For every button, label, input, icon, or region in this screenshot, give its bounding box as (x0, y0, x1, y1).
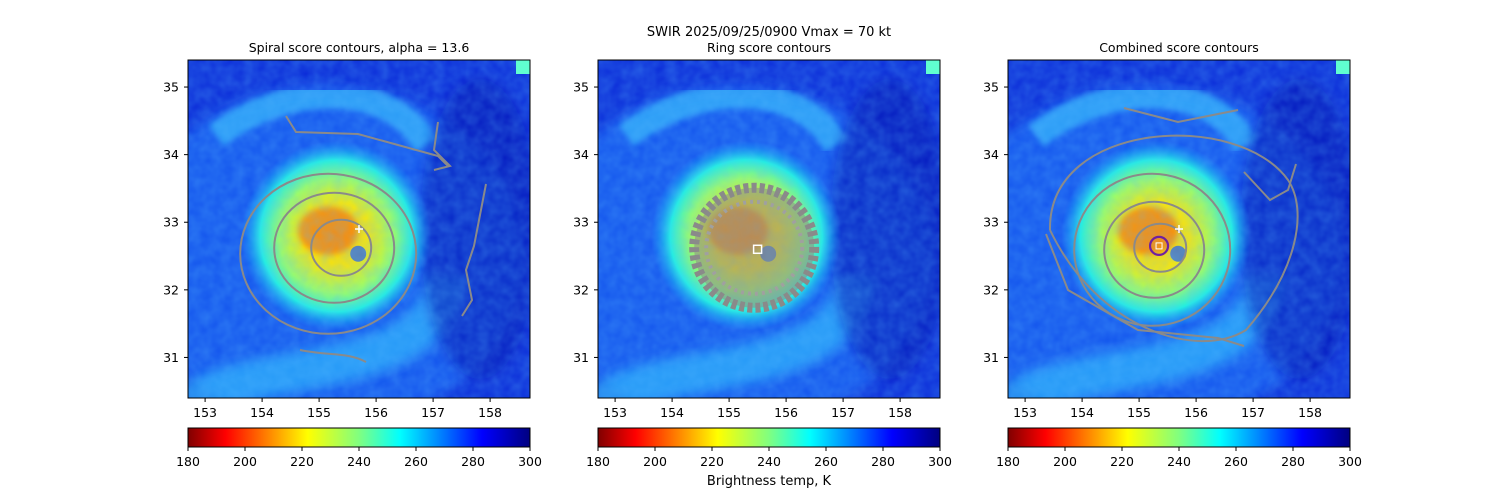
colorbar-tick-label: 200 (1053, 454, 1077, 469)
axes-frame (187, 59, 531, 399)
x-tick-label: 154 (660, 405, 684, 420)
center-marker (355, 225, 363, 233)
colorbar-tick-label: 220 (290, 454, 314, 469)
colorbar: 180 200 220 240 260 280 300 (996, 427, 1362, 469)
contour-line (432, 121, 452, 171)
colorbar-gradient (187, 427, 531, 448)
y-tick-label: 33 (573, 215, 589, 230)
x-tick-label: 153 (1013, 405, 1037, 420)
x-tick-label: 157 (421, 405, 445, 420)
x-tick-label: 156 (774, 405, 798, 420)
colorbar-label: Brightness temp, K (707, 474, 832, 489)
contour-line (299, 349, 367, 363)
colorbar-tick-label: 300 (1338, 454, 1362, 469)
x-tick-label: 155 (1127, 405, 1151, 420)
colorbar-tick-label: 280 (461, 454, 485, 469)
x-tick-label: 156 (364, 405, 388, 420)
colorbar-tick-label: 260 (1224, 454, 1248, 469)
score-contours (1045, 107, 1299, 347)
colorbar: 180 200 220 240 260 280 300 (176, 427, 542, 469)
colorbar-tick-label: 260 (814, 454, 838, 469)
x-tick-label: 155 (307, 405, 331, 420)
brightness-temp-image (1008, 60, 1350, 398)
x-tick-label: 158 (478, 405, 502, 420)
x-tick-label: 158 (1298, 405, 1322, 420)
colorbar-tick-label: 180 (586, 454, 610, 469)
contour-line (285, 115, 449, 167)
y-tick-label: 32 (163, 282, 179, 297)
x-tick-label: 157 (1241, 405, 1265, 420)
x-tick-label: 153 (603, 405, 627, 420)
colorbar-tick-label: 240 (347, 454, 371, 469)
x-tick-label: 154 (250, 405, 274, 420)
contour-line (704, 199, 805, 296)
colorbar-tick-label: 180 (996, 454, 1020, 469)
colorbar-tick-label: 240 (1167, 454, 1191, 469)
y-tick-label: 34 (573, 147, 589, 162)
colorbar-tick-label: 280 (1281, 454, 1305, 469)
y-tick-label: 31 (163, 350, 179, 365)
y-tick-label: 33 (163, 215, 179, 230)
y-tick-label: 34 (163, 147, 179, 162)
colorbar-tick-label: 200 (643, 454, 667, 469)
contour-line (1045, 233, 1245, 347)
y-tick-label: 34 (983, 147, 999, 162)
panel-title: Spiral score contours, alpha = 13.6 (249, 40, 470, 55)
colorbar: 180 200 220 240 260 280 300 (586, 427, 952, 469)
x-tick-label: 156 (1184, 405, 1208, 420)
contour-line (310, 218, 373, 277)
y-tick-label: 35 (983, 80, 999, 95)
score-contours (239, 115, 487, 363)
center-marker (752, 244, 763, 255)
contour-line (1048, 134, 1299, 343)
y-tick-label: 32 (983, 282, 999, 297)
x-tick-label: 153 (193, 405, 217, 420)
suptitle: SWIR 2025/09/25/0900 Vmax = 70 kt (647, 25, 891, 40)
y-tick-label: 31 (573, 350, 589, 365)
y-tick-label: 31 (983, 350, 999, 365)
colorbar-gradient (597, 427, 941, 448)
panel-title: Combined score contours (1099, 40, 1259, 55)
colorbar-tick-label: 260 (404, 454, 428, 469)
contour-line (1123, 107, 1239, 124)
best-center-circle (1148, 235, 1170, 256)
axes-frame (597, 59, 941, 399)
panel-1: Spiral score contours, alpha = 13.6 153 15… (163, 40, 542, 469)
contour-line (239, 172, 418, 335)
panel-title: Ring score contours (707, 40, 831, 55)
x-tick-label: 158 (888, 405, 912, 420)
y-tick-label: 32 (573, 282, 589, 297)
y-tick-label: 35 (573, 80, 589, 95)
colorbar-tick-label: 300 (928, 454, 952, 469)
contour-line (1103, 200, 1206, 299)
contour-line (461, 183, 487, 317)
colorbar-tick-label: 280 (871, 454, 895, 469)
panel-2: Ring score contours 153 154 155 156 157 158 31 3… (573, 40, 952, 469)
colorbar-tick-label: 180 (176, 454, 200, 469)
x-tick-label: 155 (717, 405, 741, 420)
best-center-marker (1155, 242, 1163, 250)
contour-line (1073, 172, 1232, 327)
colorbar-tick-label: 300 (518, 454, 542, 469)
axes-frame (1007, 59, 1351, 399)
colorbar-tick-label: 200 (233, 454, 257, 469)
colorbar-tick-label: 220 (700, 454, 724, 469)
contour-line (1243, 163, 1297, 202)
contour-line (1133, 222, 1188, 273)
y-tick-label: 33 (983, 215, 999, 230)
colorbar-tick-label: 220 (1110, 454, 1134, 469)
colorbar-gradient (1007, 427, 1351, 448)
contour-line (273, 191, 396, 304)
x-tick-label: 154 (1070, 405, 1094, 420)
x-tick-label: 157 (831, 405, 855, 420)
y-tick-label: 35 (163, 80, 179, 95)
colorbar-tick-label: 240 (757, 454, 781, 469)
panel-3: Combined score contours 153 154 155 156 157 15… (983, 40, 1362, 469)
center-marker (1175, 225, 1183, 233)
